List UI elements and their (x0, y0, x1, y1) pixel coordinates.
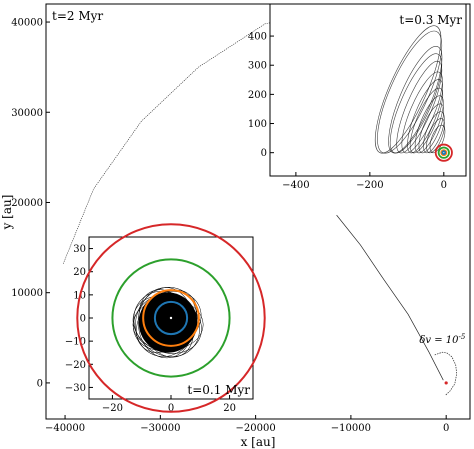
inset-top-right-orbit (409, 87, 444, 154)
inset-bottom-left-x-tick-label: −20 (102, 403, 123, 414)
inset-top-right-orbit (423, 111, 445, 154)
inset-top-right: −400 −200 0 0 100 200 300 400 t=0.3 Myr (248, 3, 467, 191)
inset-top-right-orbit (388, 46, 443, 154)
inset-top-right-series (374, 25, 453, 162)
main-x-tick-label: −40000 (45, 423, 85, 434)
inset-bottom-left-ring (76, 223, 266, 413)
inset-bottom-left-y-tick-label: 0 (80, 314, 86, 325)
inset-bottom-left-orbit (138, 289, 194, 358)
inset-top-right-orbit (401, 71, 443, 154)
inset-bottom-left-x-tick-label: 20 (223, 403, 236, 414)
main-x-axis-label: x [au] (241, 435, 276, 449)
inset-bottom-left-ring (142, 289, 200, 347)
inset-top-right-y-tick-label: 200 (248, 90, 267, 101)
inset-top-right-orbit (426, 118, 445, 154)
main-y-tick-label: 30000 (11, 108, 43, 119)
main-center-marker (444, 381, 448, 385)
inset-bottom-left-y-tick-label: 20 (73, 267, 86, 278)
main-series-line (336, 214, 444, 381)
inset-top-right-orbit (374, 25, 442, 154)
inset-bottom-left-ring (111, 258, 231, 378)
inset-top-right-y-tick-label: 100 (248, 119, 267, 130)
inset-bottom-left-y-tick-label: −30 (65, 383, 86, 394)
inset-bottom-left-y-tick-label: −10 (65, 337, 86, 348)
inset-bottom-left-title: t=0.1 Myr (187, 383, 250, 397)
inset-top-right-ring (440, 149, 448, 157)
inset-top-right-orbit (377, 30, 443, 154)
main-series-line (434, 351, 458, 396)
inset-top-right-title: t=0.3 Myr (399, 13, 462, 27)
inset-top-right-orbit (429, 124, 446, 154)
inset-top-right-ring (441, 150, 447, 156)
inset-bottom-left-orbit (132, 298, 204, 351)
main-y-axis-label: y [au] (0, 195, 14, 231)
inset-top-right-x-tick-label: −200 (356, 180, 383, 191)
main-y-tick-label: 0 (37, 378, 43, 389)
inset-top-right-x-tick-label: −400 (282, 180, 309, 191)
inset-bottom-left-center-marker (169, 316, 173, 320)
inset-top-right-frame (269, 3, 467, 177)
inset-top-right-ring (434, 143, 453, 162)
main-ticks: −40000 −30000 −20000 −10000 0010000200003000… (11, 18, 449, 434)
main-title: t=2 Myr (52, 9, 103, 23)
inset-bottom-left-y-tick-label: 30 (73, 244, 86, 255)
inset-top-right-y-tick-label: 300 (248, 61, 267, 72)
main-x-tick-label: −10000 (331, 423, 371, 434)
inset-bottom-left-orbit (133, 291, 200, 357)
inset-top-right-orbit (389, 53, 443, 154)
inset-bottom-left-series (76, 223, 266, 413)
main-y-tick-label: 10000 (11, 288, 43, 299)
inset-top-right-y-tick-label: 0 (261, 148, 267, 159)
main-y-tick-label: 40000 (11, 18, 43, 29)
inset-top-right-x-tick-label: 0 (441, 180, 447, 191)
inset-top-right-ring (437, 146, 450, 159)
main-delta-v-annotation: δv = 10-5 (419, 333, 466, 346)
main-x-tick-label: 0 (443, 423, 449, 434)
inset-top-right-ticks: −400 −200 0 0 100 200 300 400 (248, 32, 447, 191)
inset-bottom-left-ring (153, 300, 189, 336)
inset-bottom-left-x-tick-label: 0 (168, 403, 174, 414)
inset-bottom-left-y-tick-label: −20 (65, 360, 86, 371)
inset-top-right-y-tick-label: 400 (248, 32, 267, 43)
inset-top-right-orbit (407, 79, 444, 154)
main-y-tick-label: 20000 (11, 198, 43, 209)
main-x-tick-label: −20000 (236, 423, 276, 434)
inset-top-right-orbit (418, 103, 445, 154)
main-x-tick-label: −30000 (140, 423, 180, 434)
